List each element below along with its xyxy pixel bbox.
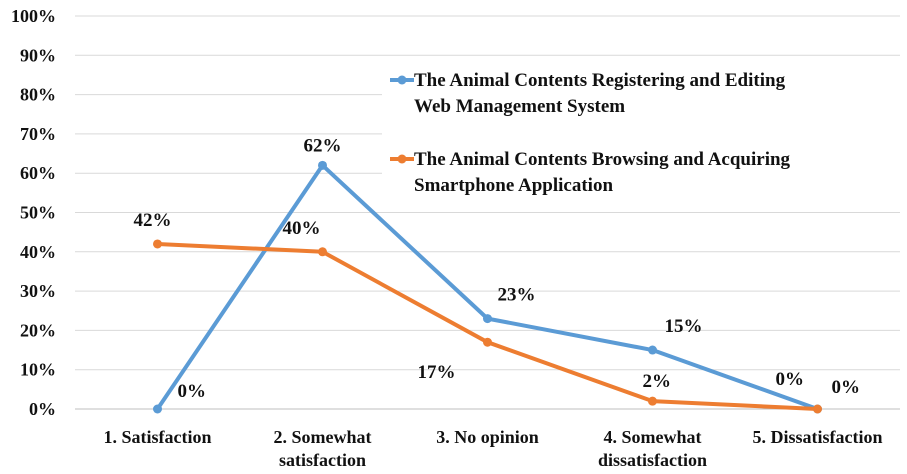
- data-label: 2%: [643, 371, 672, 392]
- x-tick-label: 1. Satisfaction: [104, 427, 212, 447]
- y-tick-label: 50%: [20, 203, 56, 223]
- x-tick-label-line: dissatisfaction: [598, 450, 707, 470]
- series-lines: [153, 160, 822, 414]
- data-label: 15%: [665, 316, 703, 337]
- data-label: 62%: [304, 135, 342, 156]
- data-labels: 0% 62% 23% 15% 0% 42% 40% 17% 2% 0%: [134, 135, 861, 402]
- y-tick-label: 70%: [20, 124, 56, 144]
- x-axis: 1. Satisfaction 2. Somewhat satisfaction 3.…: [104, 427, 883, 470]
- data-point: [153, 404, 162, 414]
- y-tick-label: 100%: [11, 6, 56, 26]
- legend-label-line: The Animal Contents Browsing and Acquiri…: [414, 149, 791, 170]
- x-tick-label-line: 1. Satisfaction: [104, 427, 212, 447]
- y-tick-label: 10%: [20, 360, 56, 380]
- y-tick-label: 40%: [20, 242, 56, 262]
- data-point: [318, 247, 327, 257]
- x-tick-label: 2. Somewhat satisfaction: [274, 427, 372, 470]
- legend: The Animal Contents Registering and Edit…: [382, 66, 900, 204]
- y-tick-label: 20%: [20, 320, 56, 340]
- x-tick-label: 4. Somewhat dissatisfaction: [598, 427, 707, 470]
- x-tick-label: 5. Dissatisfaction: [753, 427, 883, 447]
- x-tick-label-line: satisfaction: [279, 450, 366, 470]
- legend-box: [382, 66, 900, 204]
- legend-label: The Animal Contents Registering and Edit…: [414, 70, 786, 117]
- data-label: 0%: [832, 377, 861, 398]
- legend-label-line: Smartphone Application: [414, 175, 613, 196]
- data-point: [483, 337, 492, 347]
- data-point: [813, 404, 822, 414]
- series-line-2: [157, 241, 818, 411]
- x-tick-label-line: 4. Somewhat: [604, 427, 702, 447]
- data-label: 40%: [283, 218, 321, 239]
- x-tick-label-line: 2. Somewhat: [274, 427, 372, 447]
- data-point: [483, 314, 492, 324]
- x-tick-label-line: 3. No opinion: [436, 427, 539, 447]
- data-point: [648, 345, 657, 355]
- data-label: 0%: [776, 369, 805, 390]
- legend-marker: [397, 75, 407, 85]
- data-point: [648, 396, 657, 406]
- legend-label-line: The Animal Contents Registering and Edit…: [414, 70, 786, 91]
- y-axis: 0% 10% 20% 30% 40% 50% 60% 70% 80% 90% 100%: [11, 6, 56, 419]
- y-tick-label: 0%: [29, 399, 56, 419]
- legend-label-line: Web Management System: [414, 96, 625, 117]
- y-tick-label: 80%: [20, 85, 56, 105]
- data-point: [153, 239, 162, 249]
- data-label: 42%: [134, 210, 172, 231]
- data-point: [318, 160, 327, 170]
- x-tick-label: 3. No opinion: [436, 427, 539, 447]
- y-tick-label: 90%: [20, 45, 56, 65]
- data-label: 23%: [498, 285, 536, 306]
- y-tick-label: 60%: [20, 163, 56, 183]
- legend-label: The Animal Contents Browsing and Acquiri…: [414, 149, 791, 196]
- data-label: 0%: [178, 381, 207, 402]
- data-label: 17%: [418, 362, 456, 383]
- y-tick-label: 30%: [20, 281, 56, 301]
- legend-marker: [397, 154, 407, 164]
- x-tick-label-line: 5. Dissatisfaction: [753, 427, 883, 447]
